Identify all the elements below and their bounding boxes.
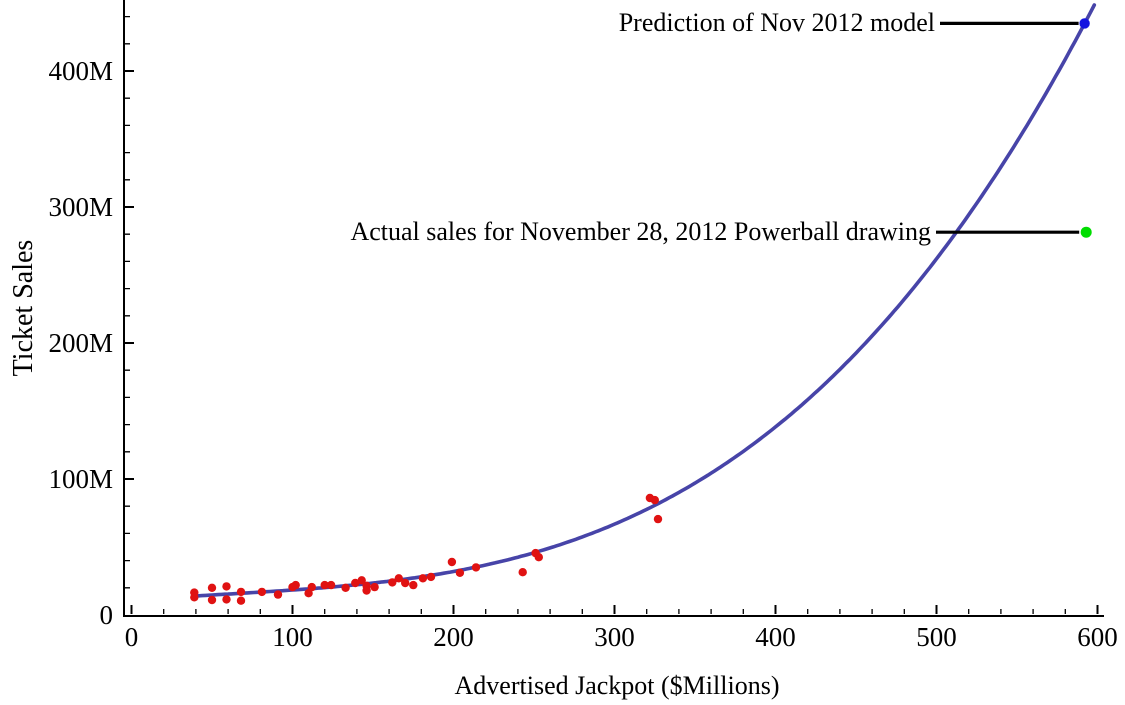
data-point (401, 578, 410, 588)
data-point (257, 587, 267, 597)
data-point (418, 574, 428, 583)
data-point (650, 495, 659, 505)
y-tick-label: 0 (100, 600, 114, 630)
y-tick-label: 200M (48, 328, 113, 358)
x-tick-label: 0 (125, 622, 139, 652)
data-point (307, 582, 316, 592)
axes (123, 0, 1104, 617)
data-point (207, 595, 217, 605)
x-tick-label: 300 (594, 622, 635, 652)
data-point (351, 578, 360, 588)
data-point (534, 553, 543, 562)
x-axis-title: Advertised Jackpot ($Millions) (454, 671, 780, 700)
y-tick-label: 300M (48, 192, 113, 222)
annotation-actual-sales-label: Actual sales for November 28, 2012 Power… (350, 217, 931, 246)
data-point (653, 514, 663, 524)
model-fit-curve (190, 3, 1097, 598)
minor-ticks (125, 15, 1066, 614)
data-point (409, 580, 418, 590)
x-tick-label: 200 (433, 622, 474, 652)
annotation-prediction-label: Prediction of Nov 2012 model (618, 8, 935, 37)
data-point (236, 587, 246, 597)
major-ticks (125, 70, 1099, 614)
data-point (222, 595, 231, 604)
data-point (190, 588, 199, 597)
data-point (394, 574, 403, 583)
x-tick-label: 500 (916, 622, 957, 652)
x-tick-label: 400 (755, 622, 796, 652)
data-point (320, 580, 329, 590)
prediction-point (1079, 18, 1090, 29)
data-point (471, 563, 481, 572)
data-point (273, 590, 283, 599)
data-point (357, 576, 366, 585)
data-point (370, 582, 379, 592)
x-tick-label: 600 (1077, 622, 1118, 652)
y-axis-title: Ticket Sales (8, 239, 39, 377)
data-point (455, 568, 465, 577)
data-point (362, 586, 371, 595)
data-point (207, 583, 217, 592)
x-tick-label: 100 (272, 622, 313, 652)
data-point (388, 578, 397, 587)
y-tick-label: 100M (48, 464, 113, 494)
data-point (426, 572, 436, 582)
data-point (447, 557, 457, 567)
actual-sales-point (1080, 226, 1092, 238)
data-point (326, 580, 336, 590)
data-point (236, 596, 246, 605)
y-tick-label: 400M (48, 56, 113, 86)
data-point (341, 583, 350, 592)
data-point (518, 568, 527, 577)
data-point (291, 580, 300, 590)
data-point (222, 582, 231, 591)
